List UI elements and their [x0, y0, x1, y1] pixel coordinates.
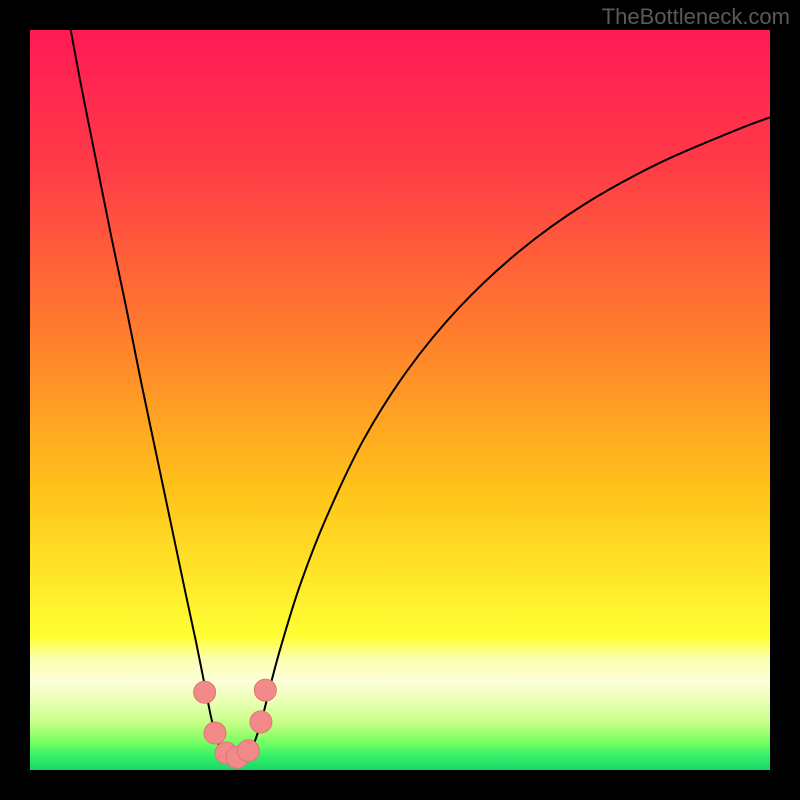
curve-marker: [250, 711, 272, 733]
curve-marker: [254, 679, 276, 701]
curve-marker: [194, 681, 216, 703]
bottleneck-curve-chart: [30, 30, 770, 770]
bottleneck-curve: [71, 30, 770, 760]
plot-area: [30, 30, 770, 770]
curve-marker: [237, 740, 259, 762]
curve-marker: [204, 722, 226, 744]
curve-markers: [194, 679, 277, 768]
watermark-text: TheBottleneck.com: [602, 4, 790, 30]
